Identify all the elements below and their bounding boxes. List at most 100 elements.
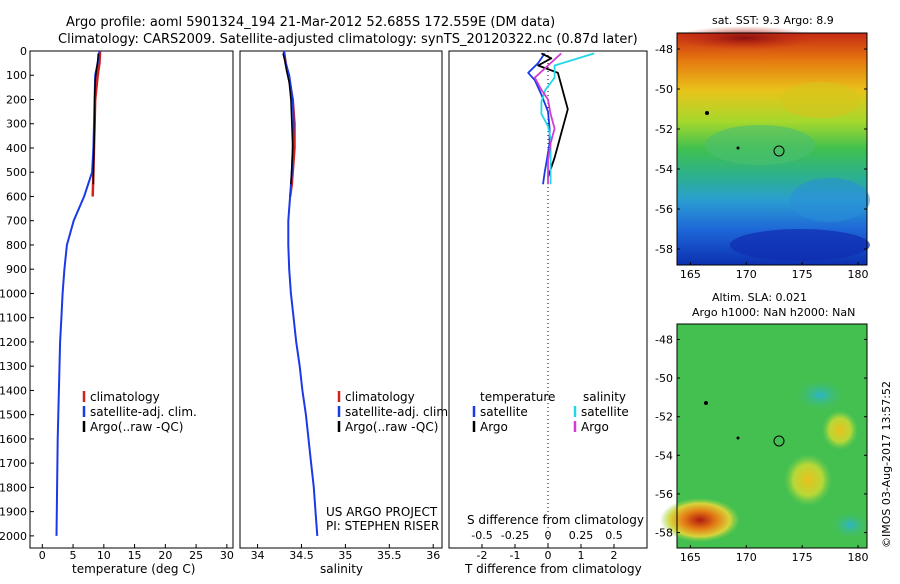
legend-label-satellite-adj: satellite-adj. clim.	[90, 405, 197, 419]
depth-tick-label: 1100	[0, 312, 27, 325]
salinity-legend: climatology satellite-adj. clim. Argo(..…	[337, 390, 452, 434]
s-diff-tick-label: 0.25	[569, 529, 594, 542]
lat-tick-label: -58	[655, 243, 673, 256]
x-tick-label: 0	[39, 549, 46, 562]
x-tick-label: 15	[128, 549, 142, 562]
sla-island-2	[736, 436, 740, 440]
pi-note: PI: STEPHEN RISER	[326, 519, 439, 533]
depth-tick-label: 1200	[0, 336, 27, 349]
header-line-2: Climatology: CARS2009. Satellite-adjuste…	[58, 32, 638, 47]
lat-tick-label: -48	[655, 43, 673, 56]
x-tick-label: 25	[189, 549, 203, 562]
sla-map-title-2: Argo h1000: NaN h2000: NaN	[692, 306, 855, 319]
depth-tick-label: 1400	[0, 384, 27, 397]
salinity-xlabel: salinity	[320, 562, 363, 576]
lon-tick-label: 165	[680, 268, 701, 281]
sla-yellow-anomaly-2	[822, 410, 858, 450]
legend-label-argo: Argo(..raw -QC)	[345, 420, 438, 434]
t-difference-label: T difference from climatology	[464, 562, 642, 576]
difference-panel: -2 -1 0 1 2 -0.5 -0.25 0 0.25 0.5 S difference fr…	[448, 50, 648, 576]
legend-label-temp-argo: Argo	[480, 420, 508, 434]
sst-map: sat. SST: 9.3 Argo: 8.9 -48-50-52-54-56-…	[655, 14, 870, 281]
x-tick-label: 35	[338, 549, 352, 562]
sst-island-1	[705, 111, 709, 115]
depth-tick-label: 800	[6, 239, 27, 252]
depth-tick-label: 1700	[0, 457, 27, 470]
lat-tick-label: -56	[655, 203, 673, 216]
x-tick-label: 36	[426, 549, 440, 562]
sla-map-frame	[676, 323, 868, 549]
series-line-temperature-argo	[537, 52, 569, 178]
series-line-satellite-adj-clim-	[282, 50, 319, 536]
sst-blue-patch	[790, 178, 870, 222]
sla-island-1	[704, 401, 708, 405]
sst-green-patch	[705, 125, 815, 165]
legend-label-temp-satellite: satellite	[480, 405, 528, 419]
sst-map-title: sat. SST: 9.3 Argo: 8.9	[712, 14, 834, 27]
s-difference-label: S difference from climatology	[467, 513, 644, 527]
sst-warm-patch	[675, 26, 815, 50]
salinity-profile-lines	[282, 50, 319, 536]
lat-tick-label: -50	[655, 372, 673, 385]
lon-tick-label: 165	[680, 551, 701, 564]
project-note: US ARGO PROJECT	[326, 505, 438, 519]
temperature-axes-frame	[29, 50, 234, 549]
t-diff-tick-label: -2	[477, 549, 488, 562]
depth-tick-label: 1600	[0, 433, 27, 446]
lat-tick-label: -48	[655, 333, 673, 346]
lat-tick-label: -54	[655, 163, 673, 176]
legend-label-argo: Argo(..raw -QC)	[90, 420, 183, 434]
series-line-argo-raw-qc-	[92, 53, 100, 185]
lat-tick-label: -54	[655, 449, 673, 462]
depth-tick-label: 1500	[0, 409, 27, 422]
temperature-panel: 0100200300400500600700800900100011001200…	[0, 45, 453, 576]
legend-label-satellite-adj: satellite-adj. clim.	[345, 405, 452, 419]
depth-tick-label: 0	[20, 45, 27, 58]
s-diff-tick-label: -0.5	[471, 529, 492, 542]
depth-tick-label: 600	[6, 190, 27, 203]
x-tick-label: 34.5	[289, 549, 314, 562]
legend-label-climatology: climatology	[345, 390, 415, 404]
depth-tick-label: 1800	[0, 481, 27, 494]
difference-x-axis: -2 -1 0 1 2 -0.5 -0.25 0 0.25 0.5	[471, 529, 622, 562]
depth-tick-label: 400	[6, 142, 27, 155]
sst-yellow-patch	[780, 82, 860, 118]
series-line-salinity-argo	[533, 52, 562, 185]
sst-map-frame	[676, 32, 868, 266]
depth-tick-label: 900	[6, 263, 27, 276]
lat-tick-label: -50	[655, 83, 673, 96]
t-diff-tick-label: -1	[510, 549, 521, 562]
legend-title-salinity: salinity	[583, 390, 626, 404]
depth-tick-label: 500	[6, 166, 27, 179]
sla-yellow-anomaly	[784, 454, 832, 506]
depth-tick-label: 700	[6, 215, 27, 228]
depth-tick-label: 100	[6, 69, 27, 82]
x-tick-label: 30	[220, 549, 234, 562]
sst-axes: -48 -50 -52 -54 -56 -58 165 170 175 180	[655, 43, 869, 281]
legend-label-climatology: climatology	[90, 390, 160, 404]
lon-tick-label: 175	[792, 551, 813, 564]
depth-tick-label: 1900	[0, 506, 27, 519]
lon-tick-label: 180	[848, 268, 869, 281]
imos-credit: ©IMOS 03-Aug-2017 13:57:52	[880, 381, 893, 548]
sst-deep-blue-patch	[730, 229, 870, 261]
series-line-temperature-satellite	[527, 52, 551, 185]
depth-tick-label: 2000	[0, 530, 27, 543]
difference-profile-lines	[527, 52, 595, 185]
depth-tick-label: 1300	[0, 360, 27, 373]
depth-tick-label: 300	[6, 118, 27, 131]
sla-float-marker	[773, 435, 785, 447]
salinity-panel: 34 34.5 35 35.5 36 salinity climatology sate…	[239, 50, 452, 576]
sla-map: Altim. SLA: 0.021 Argo h1000: NaN h2000:…	[655, 291, 870, 564]
depth-tick-label: 1000	[0, 287, 27, 300]
temperature-x-axis: 0 5 10 15 20 25 30	[39, 544, 234, 562]
legend-label-sal-argo: Argo	[581, 420, 609, 434]
s-diff-tick-label: 0.5	[605, 529, 623, 542]
legend-title-temperature: temperature	[480, 390, 555, 404]
temperature-xlabel: temperature (deg C)	[72, 562, 195, 576]
sla-map-title-1: Altim. SLA: 0.021	[712, 291, 807, 304]
series-line-argo-raw-qc-	[282, 53, 294, 185]
salinity-axes-frame	[239, 50, 443, 549]
x-tick-label: 10	[97, 549, 111, 562]
sla-blue-anomaly	[794, 379, 846, 411]
